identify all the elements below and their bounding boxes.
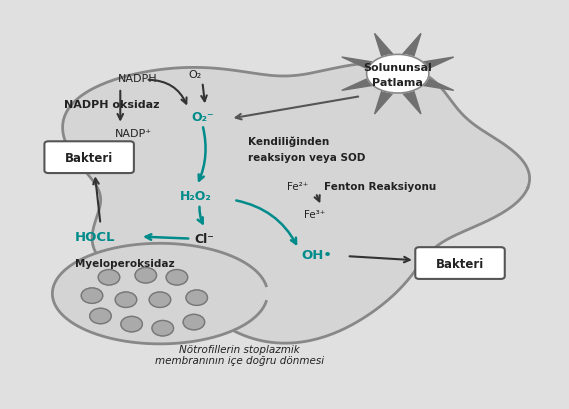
Text: Kendiliğinden: Kendiliğinden	[248, 136, 329, 147]
Text: NADPH: NADPH	[117, 74, 157, 83]
Text: Cl⁻: Cl⁻	[194, 233, 214, 245]
Text: Patlama: Patlama	[372, 78, 423, 88]
Polygon shape	[398, 34, 421, 65]
Circle shape	[121, 317, 142, 332]
Polygon shape	[52, 244, 266, 344]
Text: HOCL: HOCL	[75, 231, 116, 243]
Text: Bakteri: Bakteri	[65, 151, 113, 164]
Circle shape	[166, 270, 188, 285]
Text: Fe³⁺: Fe³⁺	[304, 210, 325, 220]
Polygon shape	[63, 64, 530, 343]
Circle shape	[152, 321, 174, 336]
FancyBboxPatch shape	[415, 247, 505, 279]
Text: Bakteri: Bakteri	[436, 257, 484, 270]
Text: Nötrofillerin stoplazmik
membranının içe doğru dönmesi: Nötrofillerin stoplazmik membranının içe…	[155, 344, 324, 366]
FancyBboxPatch shape	[44, 142, 134, 174]
Text: O₂⁻: O₂⁻	[191, 111, 214, 124]
Text: O₂: O₂	[188, 70, 201, 79]
Polygon shape	[374, 85, 398, 115]
Text: NADP⁺: NADP⁺	[114, 128, 152, 138]
Ellipse shape	[366, 55, 429, 94]
Circle shape	[81, 288, 103, 303]
Polygon shape	[411, 58, 453, 74]
Polygon shape	[411, 74, 453, 91]
Circle shape	[115, 292, 137, 308]
Polygon shape	[374, 34, 398, 65]
Polygon shape	[398, 85, 421, 115]
Text: Fenton Reaksiyonu: Fenton Reaksiyonu	[324, 181, 436, 191]
Circle shape	[149, 292, 171, 308]
Circle shape	[183, 315, 205, 330]
Text: H₂O₂: H₂O₂	[180, 190, 212, 203]
Circle shape	[186, 290, 208, 306]
Text: NADPH oksidaz: NADPH oksidaz	[64, 100, 159, 110]
Text: reaksiyon veya SOD: reaksiyon veya SOD	[248, 153, 365, 163]
Polygon shape	[342, 58, 384, 74]
Text: Fe²⁺: Fe²⁺	[287, 181, 308, 191]
Text: Myeloperoksidaz: Myeloperoksidaz	[75, 258, 175, 268]
Circle shape	[98, 270, 119, 285]
Polygon shape	[342, 74, 384, 91]
Text: OH•: OH•	[302, 249, 332, 262]
Circle shape	[135, 268, 156, 283]
Circle shape	[90, 308, 111, 324]
Text: Solununsal: Solununsal	[364, 63, 432, 73]
